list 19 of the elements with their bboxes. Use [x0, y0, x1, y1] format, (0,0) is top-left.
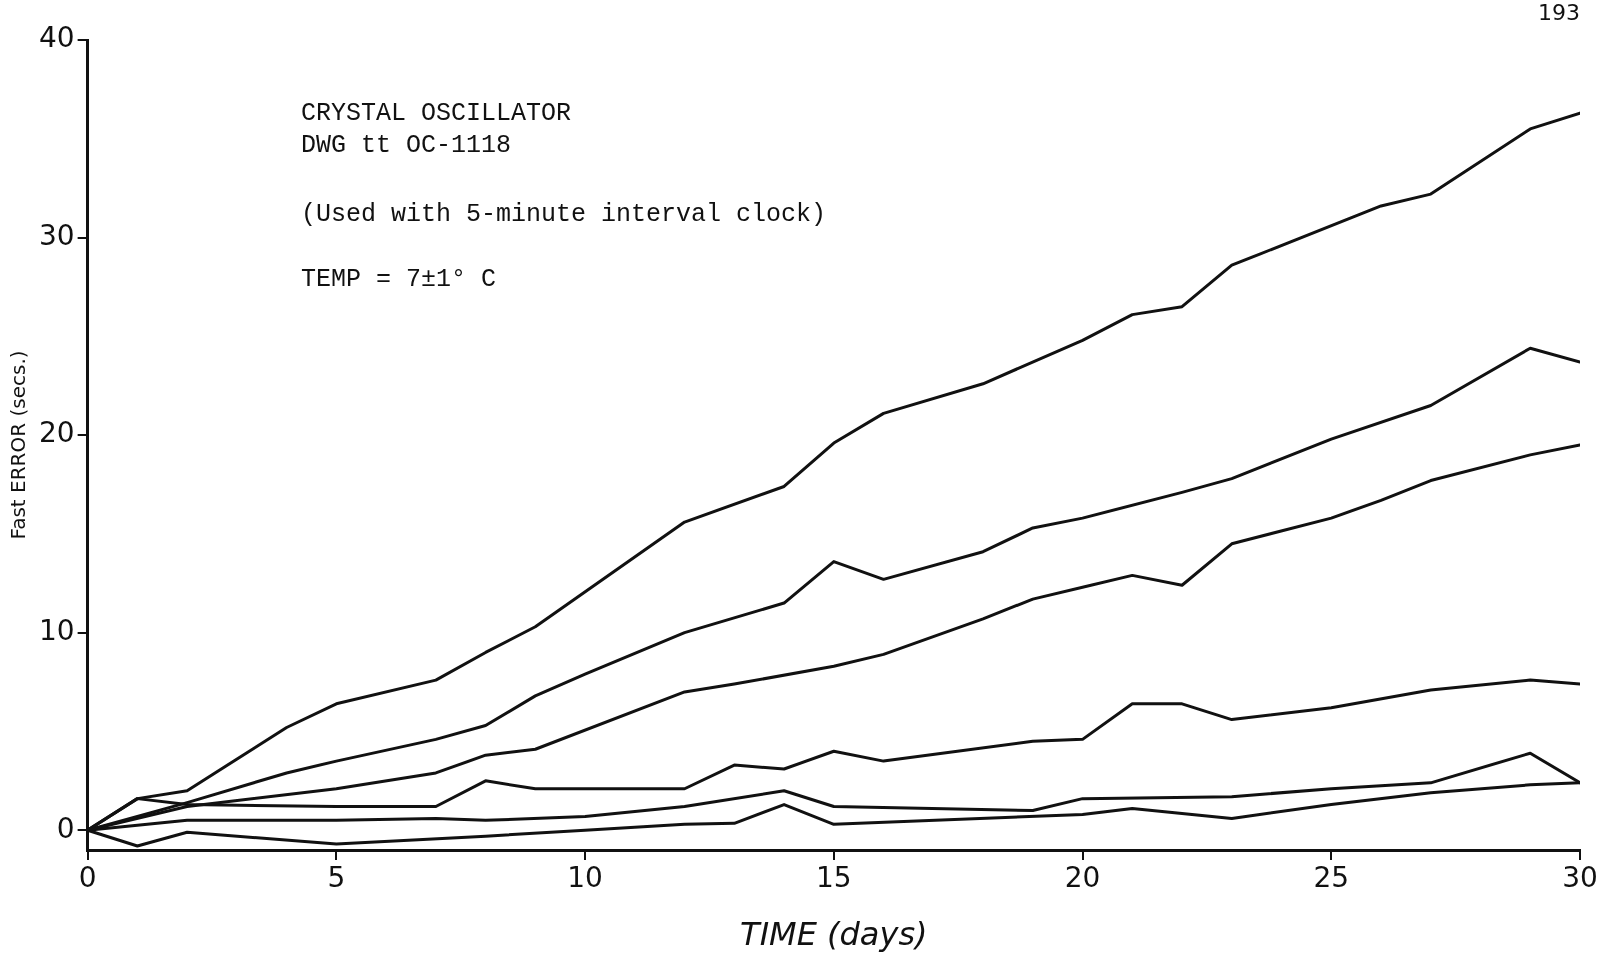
y-axis-title: Fast ERROR (secs.) — [6, 350, 31, 540]
text: 193 — [1538, 0, 1580, 25]
annotation: (Used with 5-minute interval clock) — [301, 199, 827, 229]
y-tick-label: 10 — [38, 613, 75, 647]
y-tick-label: 40 — [38, 21, 75, 55]
y-tick-label: 30 — [38, 218, 75, 252]
annotation: DWG tt OC-1118 — [301, 130, 512, 160]
x-axis-title: TIME (days) — [740, 915, 928, 954]
annotation: CRYSTAL OSCILLATOR — [301, 98, 572, 128]
x-tick-label: 10 — [567, 861, 603, 895]
x-tick-label: 25 — [1313, 861, 1350, 895]
x-tick-label: 30 — [1562, 861, 1598, 895]
y-tick-label: 0 — [56, 811, 75, 845]
x-tick-label: 0 — [78, 861, 97, 895]
y-tick-label: 20 — [38, 416, 75, 450]
x-tick-label: 5 — [327, 861, 346, 895]
x-tick-label: 20 — [1064, 861, 1101, 895]
annotation: TEMP = 7±1° C — [301, 264, 497, 294]
x-tick-label: 15 — [815, 861, 852, 895]
